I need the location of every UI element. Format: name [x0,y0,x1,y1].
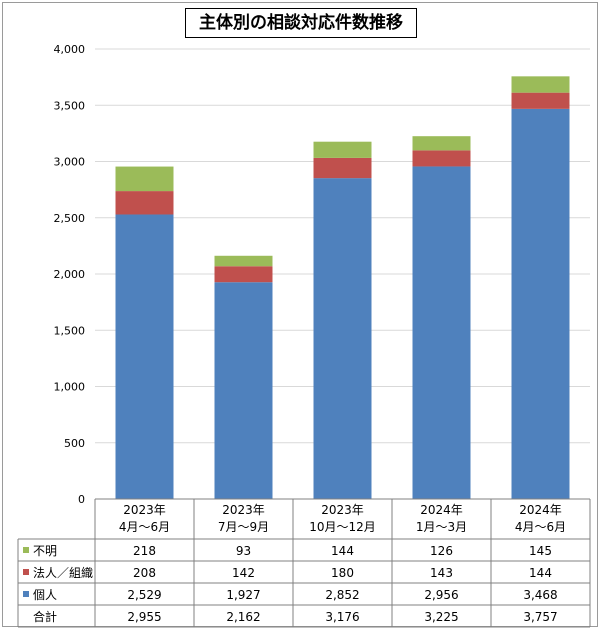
x-category-label: 10月～12月 [309,520,376,534]
x-category-label: 4月～6月 [119,520,170,534]
table-cell-value: 3,468 [523,588,557,602]
legend-key [23,569,29,575]
bar-segment [313,178,372,499]
table-cell-value: 208 [133,566,156,580]
bar-segment [412,166,471,499]
y-tick-label: 0 [78,493,85,506]
bar-segment [214,255,273,267]
table-cell-value: 2,529 [127,588,161,602]
table-row-label: 個人 [33,588,57,602]
table-row-label: 合計 [33,609,57,624]
legend-key [23,547,29,553]
table-cell-value: 126 [430,544,453,558]
bar-segment [115,166,174,192]
bar-segment [313,141,372,158]
bar-segment [412,150,471,167]
table-cell-value: 3,225 [424,610,458,624]
bar-segment [313,157,372,179]
bar-segment [214,266,273,283]
table-row-label: 法人／組織 [33,566,93,580]
y-tick-label: 1,000 [54,381,86,394]
bar-segment [511,76,570,93]
y-tick-label: 500 [64,437,85,450]
y-tick-label: 3,500 [54,99,86,112]
table-cell-value: 2,955 [127,610,161,624]
bar-segment [214,282,273,499]
x-category-label: 2023年 [222,503,265,517]
y-tick-label: 1,500 [54,324,86,337]
x-category-label: 1月～3月 [416,520,467,534]
table-cell-value: 180 [331,566,354,580]
table-cell-value: 144 [331,544,354,558]
bar-segment [412,136,471,151]
table-cell-value: 3,176 [325,610,359,624]
table-cell-value: 1,927 [226,588,260,602]
x-category-label: 2024年 [420,503,463,517]
table-cell-value: 145 [529,544,552,558]
bar-segment [115,191,174,215]
bar-segment [115,214,174,500]
y-tick-label: 2,500 [54,212,86,225]
table-cell-value: 3,757 [523,610,557,624]
x-category-label: 7月～9月 [218,520,269,534]
x-category-label: 2024年 [519,503,562,517]
legend-key [23,591,29,597]
x-category-label: 4月～6月 [515,520,566,534]
x-category-label: 2023年 [321,503,364,517]
table-row-label: 不明 [33,544,57,558]
y-tick-label: 2,000 [54,268,86,281]
table-cell-value: 2,956 [424,588,458,602]
table-cell-value: 144 [529,566,552,580]
x-category-label: 2023年 [123,503,166,517]
bar-segment [511,108,570,499]
bar-segment [511,92,570,109]
table-cell-value: 2,162 [226,610,260,624]
table-cell-value: 2,852 [325,588,359,602]
chart-title: 主体別の相談対応件数推移 [185,8,417,38]
y-tick-label: 4,000 [54,43,86,56]
table-cell-value: 93 [236,544,251,558]
table-cell-value: 143 [430,566,453,580]
table-cell-value: 218 [133,544,156,558]
table-cell-value: 142 [232,566,255,580]
y-tick-label: 3,000 [54,156,86,169]
